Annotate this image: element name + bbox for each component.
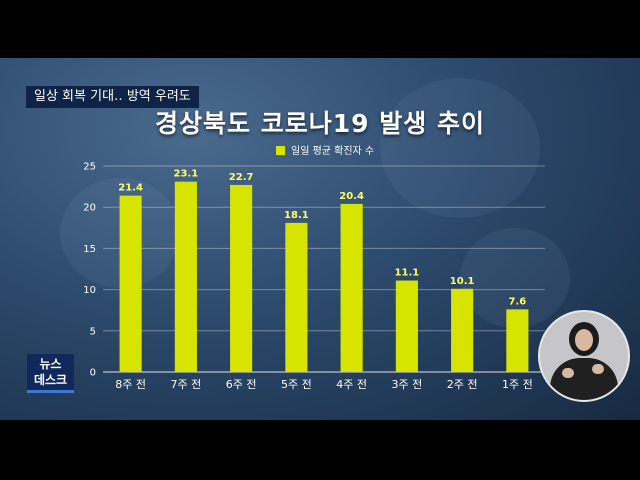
topic-caption: 일상 회복 기대‥ 방역 우려도 [26,86,199,108]
bar [119,195,142,372]
newsdesk-logo: 뉴스 데스크 [27,354,74,393]
x-tick-label: 5주 전 [281,378,312,391]
y-tick-label: 15 [83,244,96,255]
bar-chart: 0 5 10 15 20 25 21.4 8주 전 23.1 7주 전 22.7 6주 전 18.1 5주… [83,162,545,391]
x-tick-label: 2주 전 [447,378,478,391]
bar [340,203,363,372]
data-label: 21.4 [118,183,143,194]
x-tick-label: 6주 전 [226,378,257,391]
bar [285,222,308,372]
data-label: 7.6 [509,296,527,307]
interpreter-face [575,329,593,351]
legend-label: 일일 평균 확진자 수 [291,146,375,157]
data-label: 10.1 [450,276,475,287]
sign-language-interpreter-icon [538,310,630,402]
x-tick-label: 4주 전 [336,378,367,391]
interpreter-hand [592,364,604,374]
y-tick-label: 10 [83,285,96,296]
x-tick-label: 7주 전 [171,378,202,391]
y-tick-label: 20 [83,203,96,214]
chart-title: 경상북도 코로나19 발생 추이 [155,109,485,138]
broadcast-frame: 일상 회복 기대‥ 방역 우려도 경상북도 코로나19 발생 추이 일일 평균 … [0,58,640,420]
logo-line-2: 데스크 [33,373,68,387]
y-tick-label: 25 [83,162,96,173]
bar [230,184,253,372]
interpreter-hand [562,368,574,378]
logo-line-1: 뉴스 [39,357,62,371]
data-label: 20.4 [339,191,364,202]
data-label: 18.1 [284,210,309,221]
bar [395,280,418,372]
y-tick-label: 0 [90,368,96,379]
x-tick-label: 1주 전 [502,378,533,391]
data-label: 23.1 [174,169,199,180]
chart-legend: 일일 평균 확진자 수 [276,142,374,157]
data-label: 22.7 [229,172,254,183]
data-label: 11.1 [395,268,420,279]
interpreter-body [550,358,618,400]
legend-swatch [276,146,285,155]
x-tick-label: 3주 전 [392,378,423,391]
y-tick-label: 5 [90,326,96,337]
bar [174,181,197,372]
background-virus-shape [380,78,540,218]
x-tick-label: 8주 전 [115,378,146,391]
bar [451,288,474,372]
bar [506,309,529,372]
